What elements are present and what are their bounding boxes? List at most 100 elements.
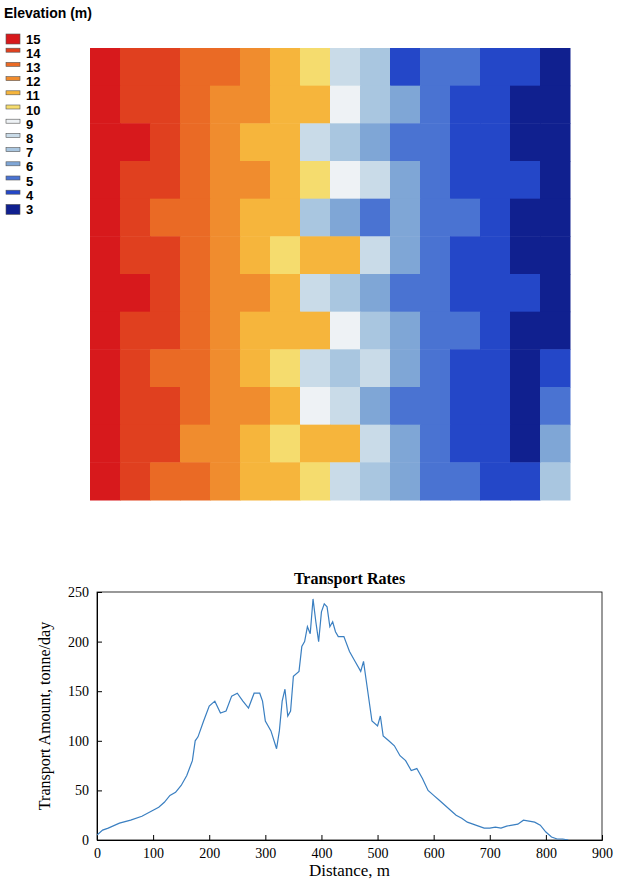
cell <box>120 312 151 350</box>
cell <box>300 312 331 350</box>
cell <box>450 425 481 463</box>
cell <box>480 387 511 425</box>
cell <box>510 48 541 86</box>
cell <box>480 86 511 124</box>
cell <box>150 123 181 161</box>
cell <box>480 161 511 199</box>
cell <box>450 462 481 500</box>
cell <box>90 123 121 161</box>
cell <box>540 312 571 350</box>
cell <box>90 86 121 124</box>
cell <box>90 274 121 312</box>
x-tick: 400 <box>311 835 332 861</box>
y-tick: 50 <box>75 783 102 798</box>
x-tick-label: 800 <box>536 846 557 861</box>
x-tick-label: 0 <box>94 846 101 861</box>
legend-label: 10 <box>26 103 40 118</box>
cell <box>240 161 271 199</box>
cell <box>300 462 331 500</box>
y-tick: 0 <box>82 833 102 848</box>
x-axis-line <box>98 835 603 841</box>
cell <box>510 349 541 387</box>
cell <box>420 349 451 387</box>
cell <box>480 199 511 237</box>
cell <box>210 462 241 500</box>
cell <box>270 199 301 237</box>
cell <box>420 425 451 463</box>
cell <box>450 86 481 124</box>
legend-label: 4 <box>26 188 34 203</box>
cell <box>240 86 271 124</box>
x-tick: 600 <box>424 835 445 861</box>
x-tick-label: 600 <box>424 846 445 861</box>
x-tick-mark <box>378 835 379 840</box>
cell <box>510 425 541 463</box>
cell <box>360 349 391 387</box>
cell <box>360 274 391 312</box>
cell <box>420 161 451 199</box>
x-tick-mark <box>153 835 154 840</box>
cell <box>270 86 301 124</box>
cell <box>90 462 121 500</box>
cell <box>90 161 121 199</box>
cell <box>180 425 211 463</box>
cell <box>180 199 211 237</box>
cell <box>210 312 241 350</box>
cell <box>150 86 181 124</box>
x-tick-label: 100 <box>143 846 164 861</box>
cell <box>120 349 151 387</box>
x-tick-mark <box>546 835 547 840</box>
cell <box>540 123 571 161</box>
legend-label: 12 <box>26 74 40 89</box>
cell <box>180 274 211 312</box>
legend-swatch <box>6 119 20 123</box>
cell <box>390 349 421 387</box>
legend-label: 13 <box>26 60 40 75</box>
cell <box>540 199 571 237</box>
cell <box>510 161 541 199</box>
legend-label: 11 <box>26 88 40 103</box>
cell <box>300 425 331 463</box>
cell <box>240 274 271 312</box>
cell <box>390 274 421 312</box>
cell <box>270 48 301 86</box>
cell <box>330 86 361 124</box>
cell <box>420 236 451 274</box>
x-tick: 700 <box>480 835 501 861</box>
figure: Elevation (m)151413121110987654301002003… <box>0 0 621 883</box>
cell <box>450 274 481 312</box>
cell <box>510 123 541 161</box>
cell <box>210 199 241 237</box>
cell <box>480 462 511 500</box>
cell <box>210 86 241 124</box>
y-tick-label: 0 <box>82 833 89 848</box>
cell <box>540 86 571 124</box>
cell <box>150 161 181 199</box>
cell <box>90 312 121 350</box>
cell <box>390 312 421 350</box>
cell <box>240 312 271 350</box>
cell <box>300 48 331 86</box>
cell <box>420 462 451 500</box>
cell <box>180 387 211 425</box>
y-tick-mark <box>97 691 102 692</box>
y-axis-line <box>98 593 103 841</box>
cell <box>270 236 301 274</box>
cell <box>390 199 421 237</box>
cell <box>240 48 271 86</box>
cell <box>240 387 271 425</box>
x-tick-mark <box>434 835 435 840</box>
cell <box>330 274 361 312</box>
cell <box>390 86 421 124</box>
plot-marks <box>97 599 568 840</box>
cell <box>180 349 211 387</box>
legend-swatch <box>6 133 20 137</box>
cell <box>330 312 361 350</box>
cell <box>510 199 541 237</box>
cell <box>480 48 511 86</box>
cell <box>150 387 181 425</box>
x-tick-label: 700 <box>480 846 501 861</box>
cell <box>330 123 361 161</box>
cell <box>240 236 271 274</box>
cell <box>120 199 151 237</box>
